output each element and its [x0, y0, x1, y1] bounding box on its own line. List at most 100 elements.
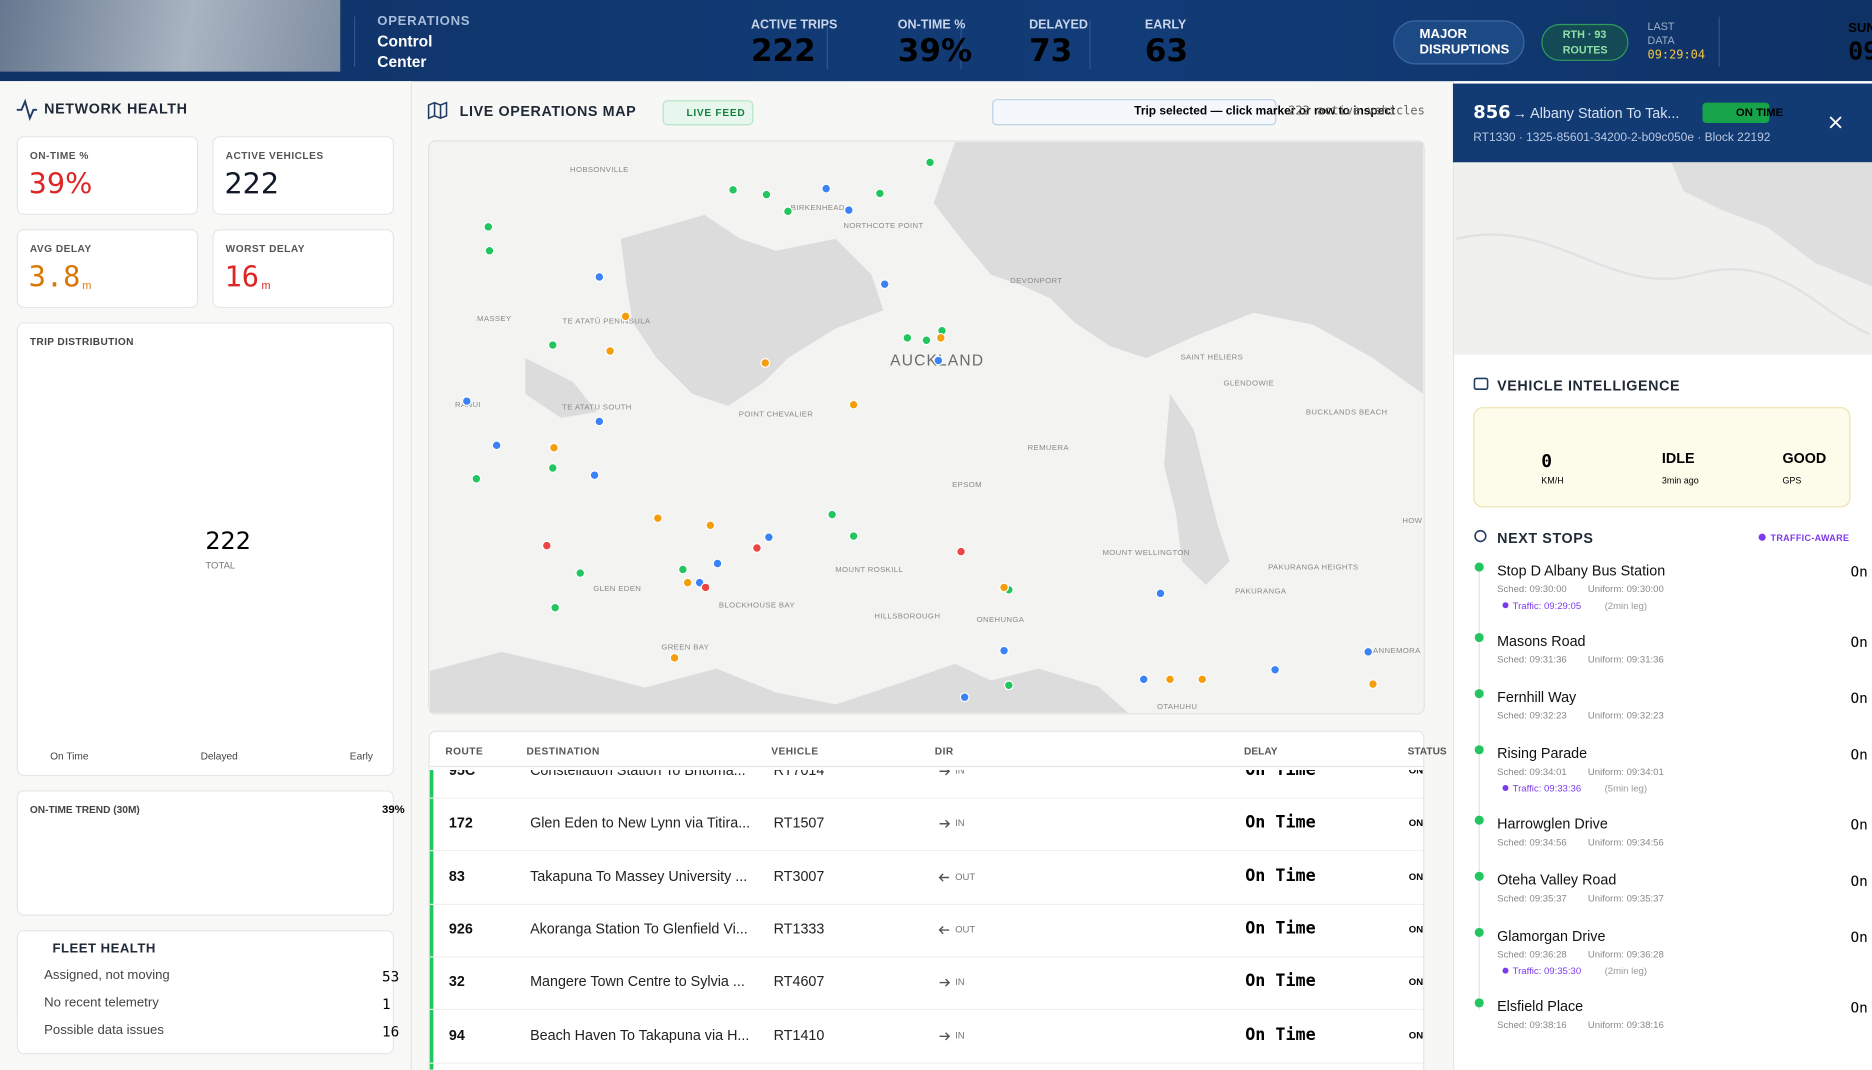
stop-sched: Sched: 09:35:37 [1497, 893, 1567, 904]
destination: Beach Haven To Takapuna via H... [530, 1026, 750, 1043]
vehicle-marker[interactable] [959, 692, 970, 703]
stop-dot [1474, 871, 1484, 881]
vehicle-marker[interactable] [933, 355, 944, 366]
table-row[interactable]: 172 Glen Eden to New Lynn via Titira... RT… [429, 799, 1424, 852]
stop-sched: Sched: 09:31:36 [1497, 654, 1567, 665]
badge-text: DISRUPTIONS [1419, 42, 1510, 58]
vehicle-marker[interactable] [669, 652, 680, 663]
table-row[interactable]: 83 Takapuna To Massey University ... RT300… [429, 852, 1424, 905]
route: 95C [448, 770, 476, 779]
vehicle-marker[interactable] [549, 442, 559, 453]
vehicle-marker[interactable] [728, 184, 738, 195]
map-water [1164, 393, 1230, 586]
direction-arrow [939, 770, 951, 776]
stop-uniform: Uniform: 09:32:23 [1587, 710, 1664, 722]
direction: OUT [955, 871, 976, 882]
vehicle-marker[interactable] [956, 546, 966, 557]
vehicle-marker[interactable] [874, 188, 885, 199]
vehicle-marker[interactable] [550, 602, 561, 613]
stop-dot [1474, 927, 1484, 937]
vehicle-marker[interactable] [821, 183, 832, 194]
vehicle-marker[interactable] [935, 332, 946, 343]
vehicle-marker[interactable] [541, 540, 552, 551]
vehicle-marker[interactable] [921, 335, 932, 346]
trip-route: 856 [1473, 101, 1511, 123]
column-header: DELAY [1244, 744, 1278, 757]
vehicle-marker[interactable] [1368, 679, 1378, 689]
panel-title: FLEET HEALTH [52, 941, 156, 957]
vehicle-marker[interactable] [1138, 674, 1149, 685]
donut-total-label: TOTAL [205, 559, 236, 571]
vehicle-marker[interactable] [848, 531, 859, 541]
table-row[interactable]: 95C Constellation Station To Britoma... RT… [429, 770, 1424, 799]
vehicle-marker[interactable] [700, 582, 711, 593]
vehicle-marker[interactable] [547, 340, 558, 350]
vehicle-marker[interactable] [678, 564, 688, 575]
map-water [933, 142, 1424, 394]
panel-title: LIVE OPERATIONS MAP [459, 102, 637, 120]
vehicle-marker[interactable] [605, 346, 615, 356]
stop-leg: (5min leg) [1604, 783, 1648, 794]
stop-status: On time [1850, 872, 1872, 890]
suburb-label: SAINT HELIERS [1180, 352, 1243, 361]
vehicle-marker[interactable] [902, 332, 913, 343]
suburb-label: REMUERA [1028, 443, 1070, 452]
stop-dot [1474, 632, 1484, 643]
vehicle-marker[interactable] [575, 568, 586, 578]
stop-sched: Sched: 09:36:28 [1497, 949, 1567, 960]
vehicle-marker[interactable] [752, 543, 762, 553]
routes-badge [1541, 23, 1629, 61]
vehicle-marker[interactable] [1155, 588, 1166, 599]
vehicle-marker[interactable] [594, 416, 605, 427]
vehicle-marker[interactable] [879, 279, 890, 290]
vehicle-marker[interactable] [848, 399, 859, 410]
destination: Constellation Station To Britoma... [530, 770, 746, 779]
vehicle: RT1410 [773, 1026, 825, 1043]
stop-uniform: Uniform: 09:31:36 [1587, 654, 1664, 665]
table-row[interactable]: 926 Akoranga Station To Glenfield Vi... RT… [429, 905, 1424, 958]
vehicle-marker[interactable] [1003, 680, 1014, 691]
stat-value: 16 [224, 260, 259, 294]
vehicle-marker[interactable] [925, 157, 935, 168]
vehicle: RT3007 [773, 867, 825, 885]
vehicle-marker[interactable] [783, 206, 793, 217]
vehicle-marker[interactable] [1165, 674, 1175, 685]
vehicle-marker[interactable] [491, 440, 502, 451]
vehicle: RT1333 [773, 920, 825, 938]
vehicle-marker[interactable] [705, 520, 716, 531]
vehicle-marker[interactable] [652, 513, 663, 524]
vehicle-marker[interactable] [1197, 674, 1208, 685]
vehicle-marker[interactable] [461, 396, 472, 407]
vehicle-marker[interactable] [483, 221, 494, 232]
vehicle-marker[interactable] [999, 645, 1009, 656]
vehicle-marker[interactable] [843, 205, 854, 216]
title-line: Center [377, 52, 427, 71]
vehicle-marker[interactable] [999, 582, 1009, 593]
vehicle-marker[interactable] [827, 509, 838, 520]
vehicle-marker[interactable] [484, 245, 495, 256]
stat-unit: m [261, 279, 271, 292]
fleet-label: No recent telemetry [44, 995, 159, 1011]
table-row[interactable]: 32 Mangere Town Centre to Sylvia ... RT460… [429, 958, 1424, 1011]
vehicle-marker[interactable] [763, 532, 774, 543]
panel-title: NETWORK HEALTH [44, 100, 188, 118]
suburb-label: TE ATATU SOUTH [562, 403, 632, 412]
vehicle-marker[interactable] [594, 272, 605, 282]
suburb-label: ANNEMORA [1373, 646, 1421, 655]
vehicle-marker[interactable] [547, 463, 558, 473]
vehicle-marker[interactable] [471, 473, 482, 484]
vehicle-marker[interactable] [761, 189, 772, 200]
close-button[interactable] [1829, 116, 1842, 129]
vehicle-marker[interactable] [760, 358, 771, 368]
vehicle-marker[interactable] [620, 311, 631, 322]
suburb-label: PAKURANGA [1235, 586, 1287, 595]
table-row[interactable]: 94 Beach Haven To Takapuna via H... RT1410… [429, 1011, 1424, 1064]
vehicle-marker[interactable] [712, 558, 723, 569]
route: 926 [448, 920, 473, 938]
vehicle-marker[interactable] [1270, 664, 1280, 675]
vehicle-marker[interactable] [589, 470, 600, 481]
vehicle-marker[interactable] [682, 577, 693, 588]
vehicle-marker[interactable] [1363, 646, 1374, 657]
suburb-label: ONEHUNGA [977, 615, 1025, 624]
suburb-label: BIRKENHEAD [791, 203, 845, 212]
